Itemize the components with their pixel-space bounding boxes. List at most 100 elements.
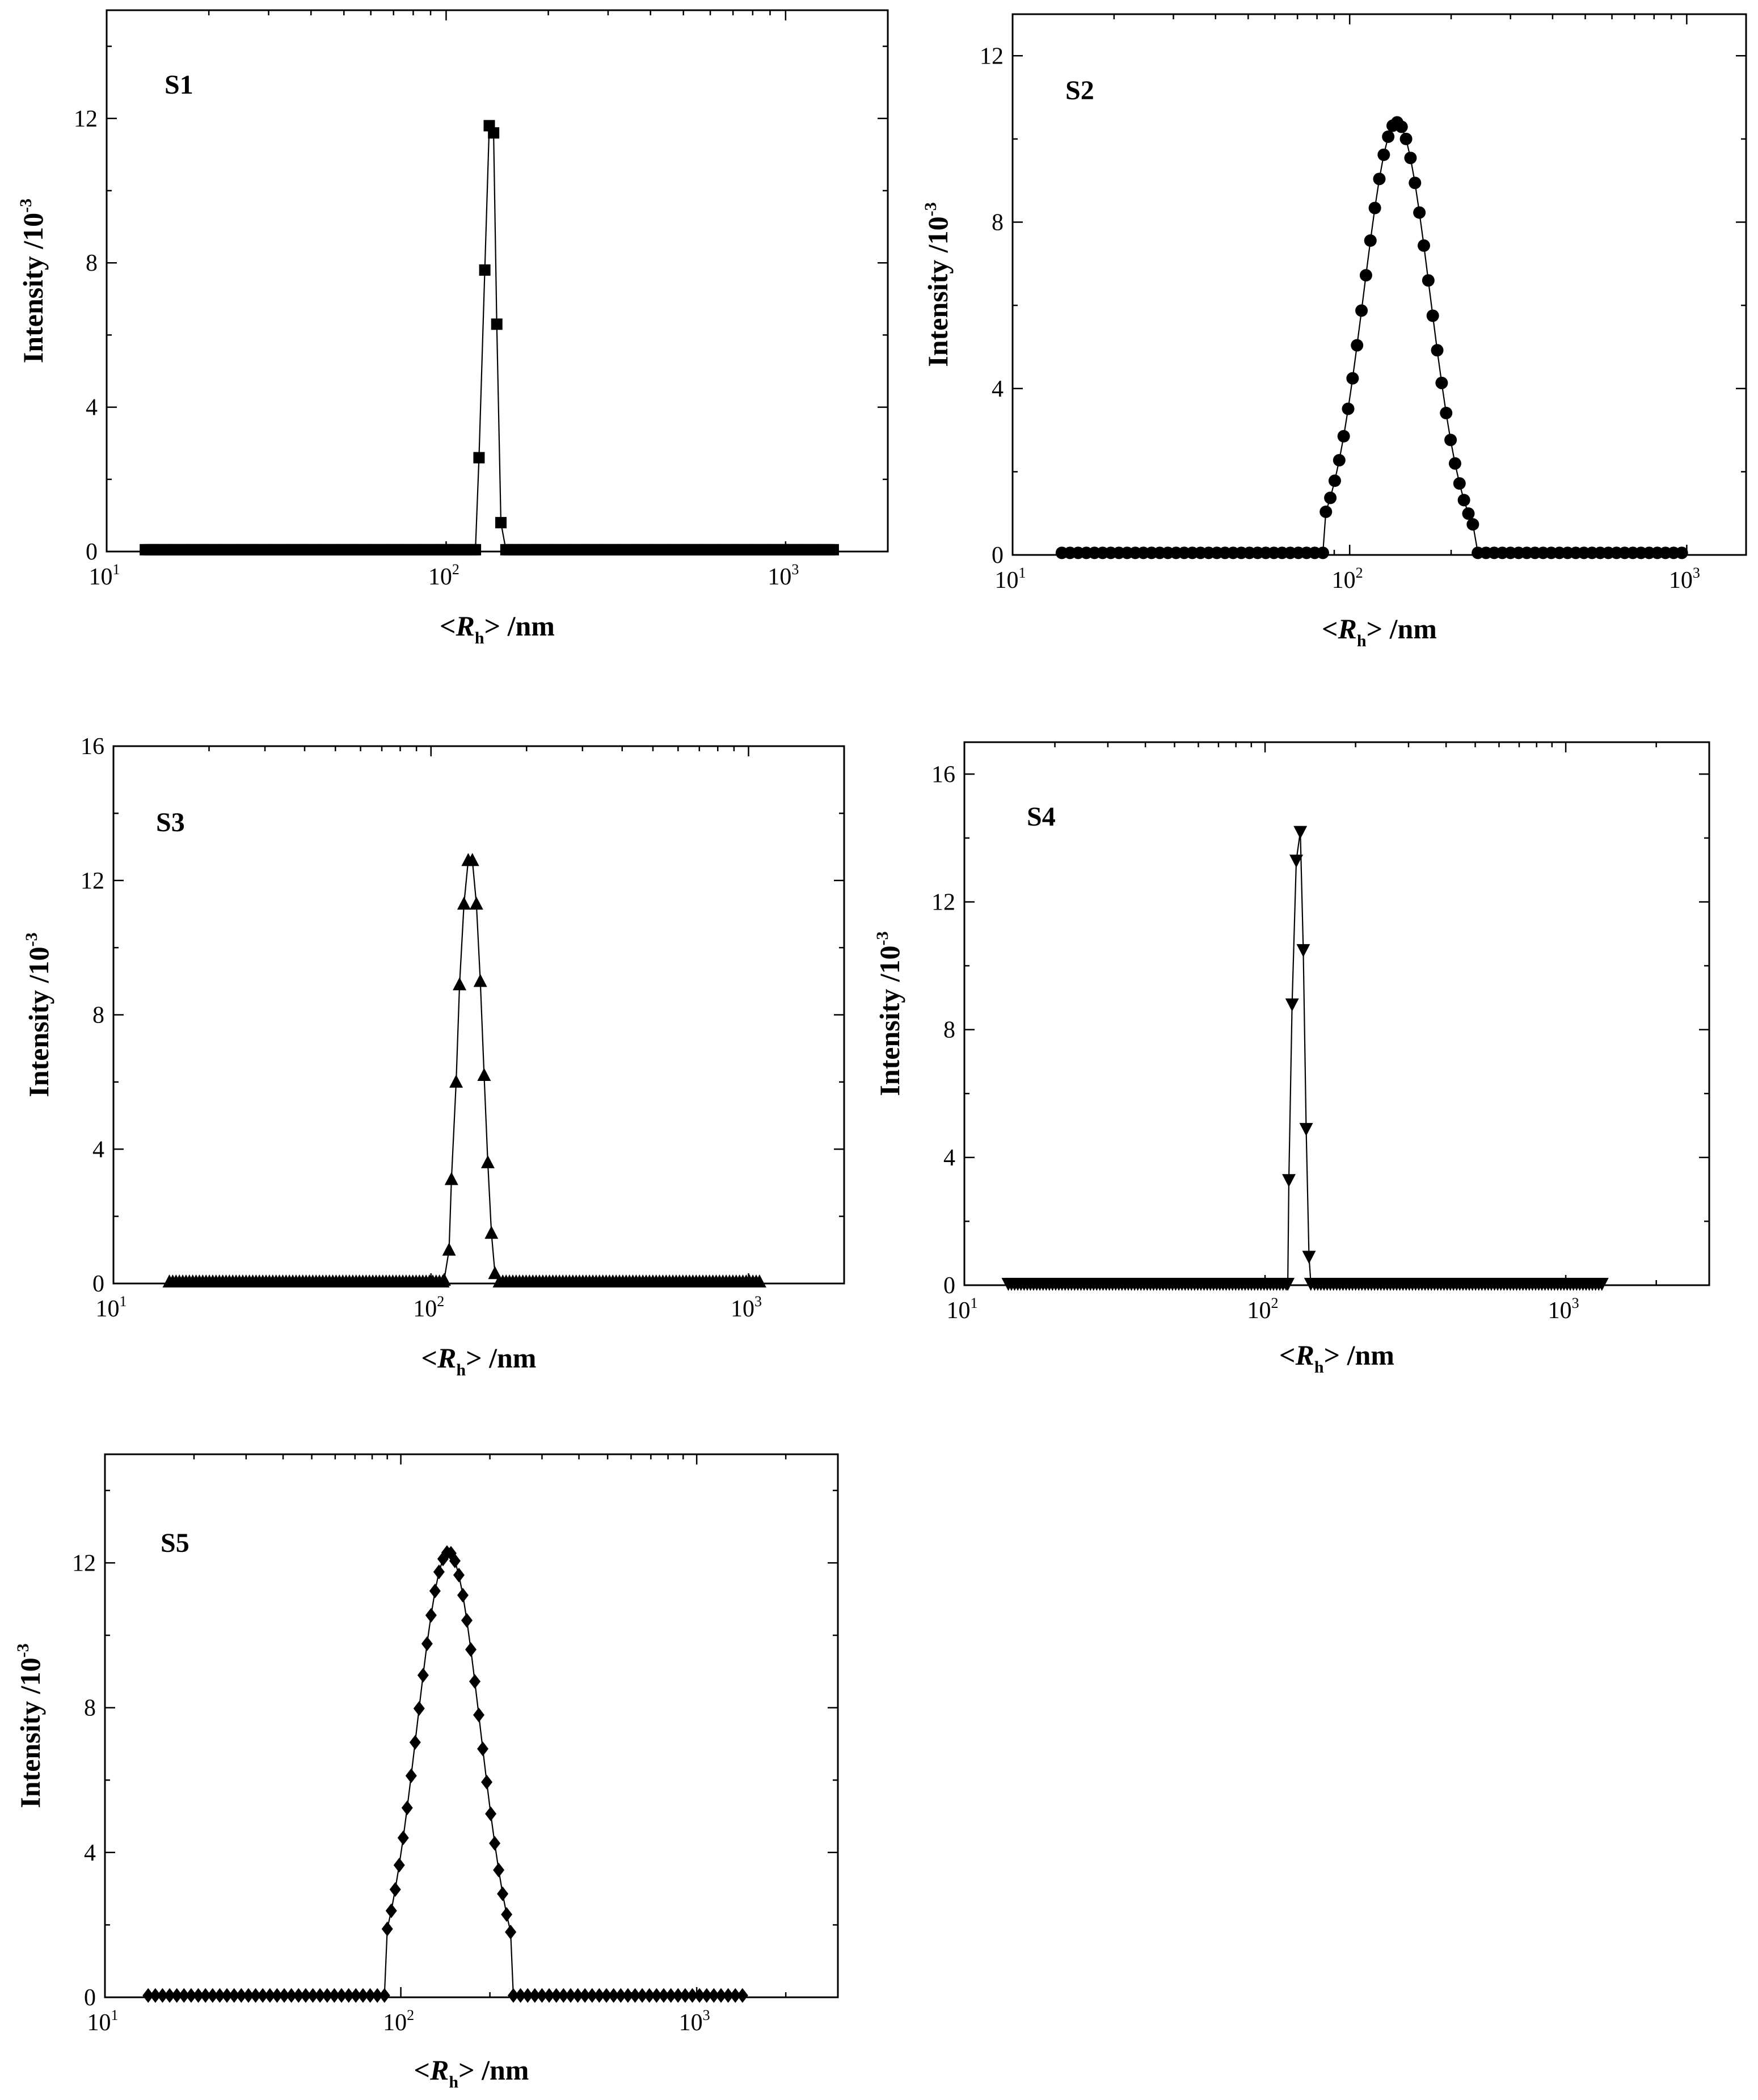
data-point: [293, 1988, 305, 2003]
data-point: [484, 1226, 499, 1239]
data-point: [495, 517, 507, 529]
data-point: [1440, 406, 1453, 419]
data-point: [1426, 309, 1439, 322]
data-point: [1289, 855, 1304, 868]
data-point: [444, 1172, 458, 1185]
data-point: [543, 1988, 555, 2003]
panel-label: S3: [156, 807, 185, 838]
data-point: [1395, 120, 1408, 133]
data-point: [481, 1774, 493, 1790]
data-point: [425, 1607, 437, 1623]
data-point: [357, 1988, 369, 2003]
data-point: [285, 1988, 297, 2003]
data-point: [579, 1988, 591, 2003]
y-tick-label: 12: [74, 106, 98, 132]
panel-s4: 0 4 8 12 16 101 102 103 S4 Intensity /10-3 <Rh> /n…: [873, 741, 1710, 1377]
y-tick-label: 8: [92, 1003, 104, 1029]
data-point: [264, 1988, 276, 2003]
y-axis-title: Intensity /10-3: [16, 199, 49, 363]
data-point: [1324, 491, 1337, 504]
data-point: [1368, 201, 1381, 214]
y-tick-label: 12: [72, 1550, 96, 1576]
data-point: [171, 1988, 183, 2003]
data-point: [413, 1701, 425, 1716]
series-line: [169, 860, 760, 1283]
data-point: [385, 1903, 397, 1918]
data-point: [178, 1988, 190, 2003]
data-point: [1444, 434, 1457, 447]
x-tick-label: 101: [995, 565, 1026, 594]
data-point: [615, 1988, 627, 2003]
data-point: [522, 1988, 534, 2003]
panel-s3: 0 4 8 12 16 101 102 103 S3 Intensity /10-3 <Rh> /n…: [22, 734, 845, 1379]
plot-frame: [104, 1453, 839, 1998]
data-point: [643, 1988, 655, 2003]
data-point: [389, 1882, 401, 1897]
data-point: [1457, 494, 1470, 507]
data-point: [501, 1907, 513, 1922]
data-point: [242, 1988, 254, 2003]
data-point: [453, 977, 467, 991]
data-point: [493, 1862, 505, 1878]
data-point: [328, 1988, 340, 2003]
x-tick-label: 102: [428, 561, 459, 590]
data-point: [708, 1988, 720, 2003]
data-point: [185, 1988, 197, 2003]
data-point: [608, 1988, 619, 2003]
data-point: [536, 1988, 548, 2003]
y-tick-label: 4: [84, 1840, 96, 1866]
data-point: [593, 1988, 605, 2003]
x-tick-label: 101: [89, 561, 120, 590]
y-tick-label: 12: [980, 43, 1004, 69]
y-tick-label: 16: [931, 761, 955, 788]
data-point: [515, 1988, 526, 2003]
data-point: [1285, 998, 1299, 1012]
y-tick-label: 16: [81, 734, 104, 760]
x-tick-label: 102: [413, 1293, 444, 1322]
data-point: [636, 1988, 648, 2003]
y-tick-label: 8: [992, 210, 1004, 236]
data-point: [658, 1988, 670, 2003]
data-point: [1293, 826, 1308, 839]
data-point: [1422, 274, 1435, 287]
data-point: [672, 1988, 684, 2003]
y-tick-label: 4: [92, 1137, 104, 1163]
data-point: [372, 1988, 383, 2003]
data-point: [701, 1988, 713, 2003]
data-point: [449, 1553, 461, 1568]
data-point: [601, 1988, 613, 2003]
data-point: [381, 1921, 393, 1937]
data-point: [1399, 132, 1413, 145]
data-point: [279, 1988, 290, 2003]
series-line: [148, 1552, 743, 1996]
y-axis-title: Intensity /10-3: [22, 932, 54, 1097]
x-axis-title: <Rh> /nm: [421, 1342, 537, 1379]
data-point: [142, 1988, 154, 2003]
data-point: [149, 1988, 161, 2003]
data-point: [480, 1155, 495, 1168]
data-point: [417, 1668, 429, 1683]
data-point: [1364, 234, 1377, 247]
y-tick-label: 8: [84, 1695, 96, 1722]
y-tick-label: 12: [81, 868, 104, 894]
data-point: [1448, 457, 1461, 470]
data-point: [488, 1266, 502, 1280]
data-point: [730, 1988, 741, 2003]
data-point: [1453, 477, 1466, 490]
data-point: [488, 127, 500, 139]
data-point: [469, 897, 483, 910]
data-point: [449, 1074, 463, 1088]
y-tick-label: 12: [931, 889, 955, 915]
data-point: [457, 1588, 469, 1603]
data-point: [1316, 546, 1329, 559]
data-point: [1404, 151, 1417, 165]
x-tick-label: 102: [1247, 1295, 1279, 1324]
data-point: [421, 1636, 433, 1651]
data-point: [489, 1836, 501, 1851]
data-point: [479, 264, 491, 276]
data-point: [336, 1988, 348, 2003]
data-point: [228, 1988, 240, 2003]
y-tick-label: 4: [86, 395, 98, 421]
data-point: [200, 1988, 212, 2003]
data-point: [157, 1988, 168, 2003]
